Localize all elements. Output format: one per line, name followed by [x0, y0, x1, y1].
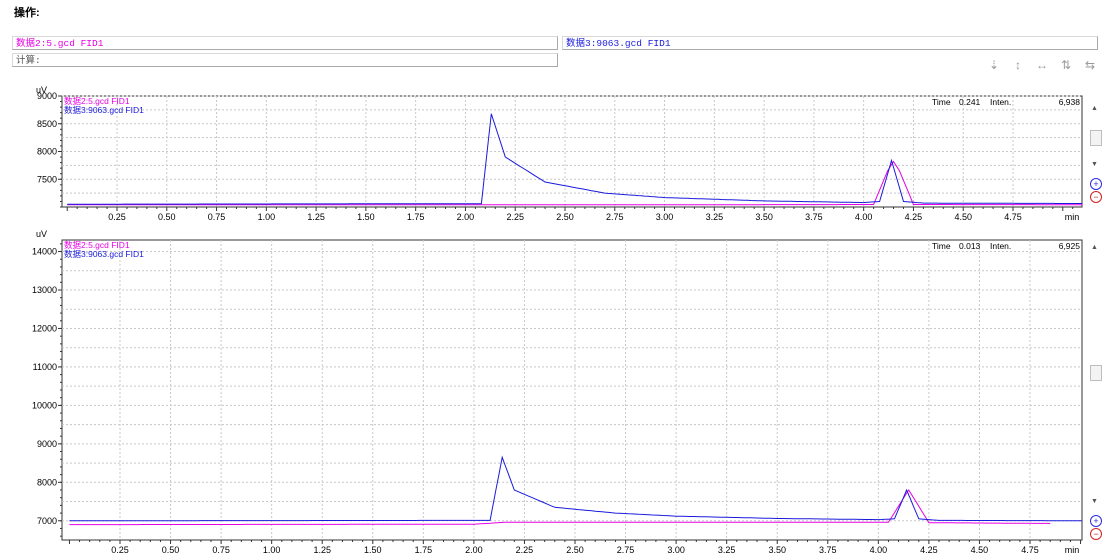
x-unit-label: min	[1065, 545, 1080, 555]
zoom-out-icon[interactable]: −	[1090, 528, 1102, 540]
top-chart-sidebar: ▲ ▼ + −	[1089, 95, 1103, 215]
chromatogram-bottom[interactable]: 0.25 0.50 0.75 1.00 1.25 1.50 1.75 2.00 2.25 2.50…	[0, 224, 1103, 556]
scroll-down-icon[interactable]: ▼	[1091, 161, 1098, 168]
x-tick-label: 2.50	[556, 212, 574, 220]
y-tick-label: 8500	[37, 119, 57, 129]
y-tick-label: 9000	[37, 91, 57, 101]
x-tick-label: 0.50	[162, 545, 180, 555]
x-tick-label: 4.75	[1004, 212, 1022, 220]
scroll-down-icon[interactable]: ▼	[1091, 498, 1098, 505]
scroll-thumb[interactable]	[1090, 130, 1102, 146]
align-icon[interactable]: ⇆	[1084, 58, 1096, 72]
y-unit-label: uV	[36, 229, 47, 239]
x-tick-label: 1.00	[263, 545, 281, 555]
info-text: Inten.	[990, 97, 1011, 107]
x-tick-label: 2.00	[457, 212, 475, 220]
y-tick-label: 8000	[37, 147, 57, 157]
y-tick-label: 9000	[37, 439, 57, 449]
x-tick-label: 3.00	[667, 545, 685, 555]
x-tick-label: 0.50	[158, 212, 176, 220]
zoom-in-icon[interactable]: +	[1090, 515, 1102, 527]
x-unit-label: min	[1065, 212, 1080, 220]
operation-label: 操作:	[14, 7, 40, 19]
x-tick-label: 4.00	[855, 212, 873, 220]
y-unit-label: uV	[36, 85, 47, 95]
scroll-thumb[interactable]	[1090, 365, 1102, 381]
series-line-blue	[69, 455, 1083, 522]
legend-entry: 数据2:5.gcd FID1	[64, 96, 130, 106]
x-tick-label: 4.00	[870, 545, 888, 555]
scroll-up-icon[interactable]: ▲	[1091, 244, 1098, 251]
y-tick-label: 7500	[37, 174, 57, 184]
x-tick-label: 0.25	[108, 212, 126, 220]
x-tick-label: 4.75	[1021, 545, 1039, 555]
info-text: 0.241	[959, 97, 981, 107]
x-tick-label: 4.50	[954, 212, 972, 220]
x-tick-label: 1.25	[307, 212, 325, 220]
info-text: Inten.	[990, 241, 1011, 251]
calc-label: 计算:	[16, 55, 41, 66]
series-line-pink	[67, 160, 1083, 206]
x-tick-label: 1.25	[313, 545, 331, 555]
x-tick-label: 3.75	[805, 212, 823, 220]
data-field-right[interactable]: 数据3:9063.gcd FID1	[562, 36, 1098, 50]
move-updown-icon[interactable]: ↕	[1015, 58, 1021, 72]
legend-entry: 数据2:5.gcd FID1	[64, 240, 130, 250]
x-tick-label: 1.75	[407, 212, 425, 220]
bottom-chart-sidebar: ▲ ▼ + −	[1089, 242, 1103, 552]
info-inten-value: 6,925	[1059, 241, 1081, 251]
x-tick-label: 0.25	[111, 545, 129, 555]
x-tick-label: 3.50	[768, 545, 786, 555]
x-tick-label: 2.25	[516, 545, 534, 555]
x-tick-label: 1.00	[258, 212, 276, 220]
swap-vertical-icon[interactable]: ⇅	[1060, 58, 1072, 72]
move-down-icon[interactable]: ⇣	[988, 58, 1000, 72]
y-tick-label: 10000	[32, 400, 57, 410]
y-tick-label: 11000	[33, 362, 57, 372]
tool-icons: ⇣ ↕ ↔ ⇅ ⇆	[987, 58, 1097, 72]
x-tick-label: 3.25	[718, 545, 736, 555]
y-tick-label: 7000	[37, 516, 57, 526]
x-tick-label: 3.25	[706, 212, 724, 220]
info-inten-value: 6,938	[1059, 97, 1081, 107]
x-tick-label: 2.75	[617, 545, 635, 555]
y-tick-label: 14000	[32, 247, 57, 257]
series-line-blue	[67, 113, 1083, 205]
data-field-left[interactable]: 数据2:5.gcd FID1	[12, 36, 558, 50]
legend-entry: 数据3:9063.gcd FID1	[64, 105, 144, 115]
x-tick-label: 4.50	[971, 545, 989, 555]
y-tick-label: 13000	[32, 285, 57, 295]
x-tick-label: 4.25	[920, 545, 938, 555]
x-tick-label: 2.50	[566, 545, 584, 555]
y-tick-label: 12000	[32, 323, 57, 333]
x-tick-label: 0.75	[212, 545, 230, 555]
x-tick-label: 4.25	[905, 212, 923, 220]
chromatogram-top[interactable]: 0.25 0.50 0.75 1.00 1.25 1.50 1.75 2.00 2.25 2.50…	[0, 82, 1103, 220]
x-tick-label: 3.00	[656, 212, 674, 220]
info-text: Time	[932, 97, 951, 107]
scroll-up-icon[interactable]: ▲	[1091, 105, 1098, 112]
x-tick-label: 2.75	[606, 212, 624, 220]
x-tick-label: 1.50	[364, 545, 382, 555]
series-line-pink	[69, 489, 1051, 526]
calc-field[interactable]: 计算:	[12, 53, 558, 67]
zoom-out-icon[interactable]: −	[1090, 191, 1102, 203]
zoom-in-icon[interactable]: +	[1090, 178, 1102, 190]
x-tick-label: 1.50	[357, 212, 375, 220]
expand-horizontal-icon[interactable]: ↔	[1036, 58, 1048, 72]
info-text: 0.013	[959, 241, 981, 251]
x-tick-label: 0.75	[208, 212, 226, 220]
info-text: Time	[932, 241, 951, 251]
x-tick-label: 3.50	[755, 212, 773, 220]
x-tick-label: 2.25	[506, 212, 524, 220]
legend-entry: 数据3:9063.gcd FID1	[64, 249, 144, 259]
x-tick-label: 3.75	[819, 545, 837, 555]
x-tick-label: 2.00	[465, 545, 483, 555]
x-tick-label: 1.75	[415, 545, 433, 555]
y-tick-label: 8000	[37, 477, 57, 487]
